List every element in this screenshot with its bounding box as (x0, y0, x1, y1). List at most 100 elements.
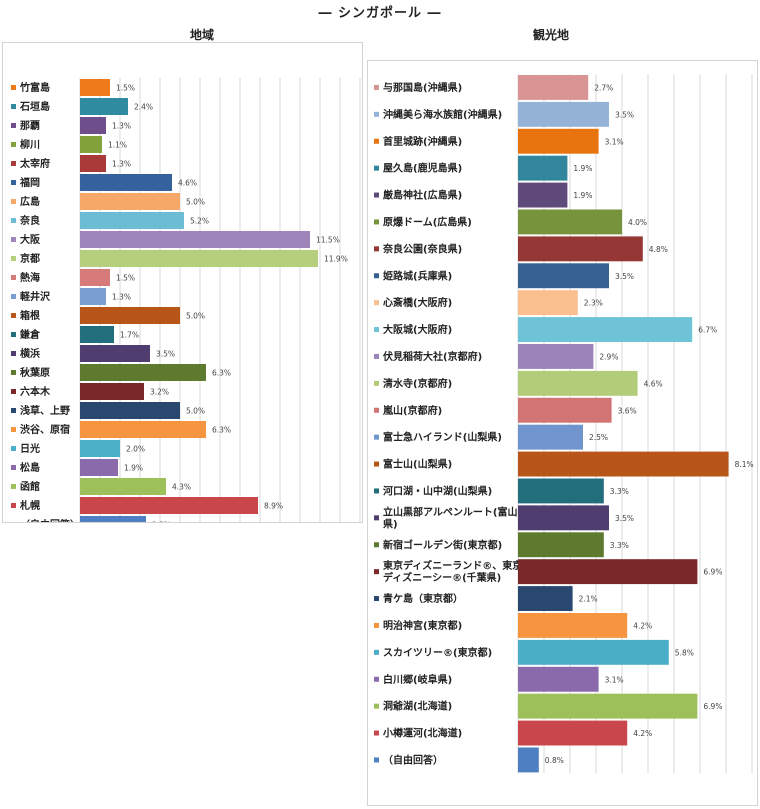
category-label: 沖縄美ら海水族館(沖縄県) (383, 108, 502, 121)
legend-marker (374, 138, 379, 144)
bar (518, 586, 573, 611)
legend-marker (374, 111, 379, 117)
legend-marker (11, 104, 16, 109)
data-label: 4.3% (172, 483, 191, 492)
bar (518, 263, 609, 289)
legend-marker (374, 192, 379, 198)
bar (518, 639, 669, 665)
data-label: 11.5% (316, 236, 340, 245)
bar (80, 269, 110, 286)
legend-marker (374, 353, 379, 359)
data-label: 3.3% (610, 487, 629, 496)
category-label: 渋谷、原宿 (20, 423, 70, 436)
category-label: 札幌 (19, 499, 40, 512)
category-label: 原爆ドーム(広島県) (383, 215, 472, 228)
category-label: 日光 (20, 442, 40, 455)
category-label: 箱根 (20, 309, 40, 322)
category-label: 横浜 (20, 347, 40, 360)
data-label: 5.8% (675, 648, 694, 657)
category-label: 柳川 (20, 138, 40, 151)
bar (518, 75, 589, 100)
bar (80, 117, 106, 134)
data-label: 1.9% (573, 164, 592, 173)
category-label: 厳島神社(広島県) (383, 189, 462, 202)
bar (80, 79, 110, 96)
legend-marker (11, 465, 16, 470)
data-label: 1.3% (112, 160, 131, 169)
gridlines (79, 78, 361, 534)
category-label: 大阪 (20, 233, 41, 246)
bar (518, 182, 568, 208)
bar (518, 613, 628, 638)
data-label: 4.8% (649, 245, 668, 254)
data-label: 6.9% (703, 702, 722, 711)
data-label: 1.3% (112, 122, 131, 131)
bar (80, 288, 106, 305)
data-label: 2.1% (579, 595, 598, 604)
bar (518, 290, 578, 316)
data-label: 0.8% (545, 756, 564, 765)
bar (518, 101, 609, 127)
bar (80, 459, 118, 476)
legend-marker (11, 446, 16, 451)
legend-marker (11, 294, 16, 299)
data-label: 3.1% (605, 675, 624, 684)
data-label: 5.0% (186, 407, 205, 416)
bar (518, 478, 604, 504)
right-chart-panel: 与那国島(沖縄県) 2.7% 沖縄美ら海水族館(沖縄県) 3.5% 首里城跡(沖縄県) 3… (367, 60, 758, 806)
legend-marker (374, 676, 379, 682)
category-label: 東京ディズニーランド®、東京ディズニーシー®(千葉県) (383, 559, 522, 584)
legend-marker (374, 649, 379, 655)
data-label: 3.5% (615, 272, 634, 281)
bar (80, 231, 310, 248)
data-label: 1.9% (573, 191, 592, 200)
legend-marker (11, 199, 16, 204)
bar (518, 236, 643, 262)
legend-marker (11, 408, 16, 413)
bar (80, 440, 120, 457)
category-label: 河口湖・山中湖(山梨県) (383, 484, 492, 497)
legend-marker (374, 461, 379, 467)
bar (80, 98, 128, 115)
category-label: 洞爺湖(北海道) (383, 700, 452, 713)
bar (80, 136, 102, 153)
data-label: 1.9% (124, 464, 143, 473)
legend-marker (374, 596, 379, 602)
category-label: 軽井沢 (20, 290, 51, 303)
data-label: 2.9% (599, 352, 618, 361)
data-label: 2.7% (594, 83, 613, 92)
data-label: 3.5% (615, 514, 634, 523)
bar (518, 128, 599, 154)
data-label: 6.3% (212, 369, 231, 378)
data-label: 1.7% (120, 331, 139, 340)
legend-marker (11, 313, 16, 318)
legend-marker (374, 569, 379, 575)
left-chart-panel: 竹富島 1.5% 石垣島 2.4% 那覇 1.3% 柳川 1.1% 太宰府 1.3% 福岡 4.6% 広… (2, 42, 363, 534)
category-label: 富士山(山梨県) (383, 458, 452, 471)
bar (518, 209, 622, 235)
bar (80, 307, 180, 324)
category-label: 京都 (20, 252, 40, 265)
legend-marker (11, 427, 16, 432)
bar (518, 344, 594, 369)
data-label: 5.0% (186, 198, 205, 207)
legend-marker (11, 237, 16, 242)
bar (518, 155, 568, 181)
bar (518, 693, 698, 719)
category-label: 伏見稲荷大社(京都府) (382, 350, 482, 363)
category-label: 那覇 (20, 120, 40, 132)
bar (80, 174, 172, 191)
category-label: 富士急ハイランド(山梨県) (383, 431, 502, 444)
category-label: 与那国島(沖縄県) (383, 81, 462, 94)
category-label: 太宰府 (19, 157, 50, 170)
legend-marker (374, 165, 379, 171)
left-bar-chart: 竹富島 1.5% 石垣島 2.4% 那覇 1.3% 柳川 1.1% 太宰府 1.3% 福岡 4.6% 広… (11, 78, 361, 534)
data-label: 3.5% (156, 350, 175, 359)
data-label: 8.1% (735, 460, 754, 469)
legend-marker (11, 389, 16, 394)
data-label: 11.9% (324, 255, 348, 264)
data-label: 1.1% (108, 141, 127, 150)
category-label: 明治神宮(東京都) (383, 619, 462, 632)
category-label: 首里城跡(沖縄県) (383, 135, 462, 148)
data-label: 4.6% (644, 379, 663, 388)
